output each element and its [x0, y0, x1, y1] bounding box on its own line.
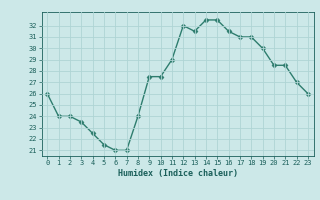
X-axis label: Humidex (Indice chaleur): Humidex (Indice chaleur)	[118, 169, 237, 178]
